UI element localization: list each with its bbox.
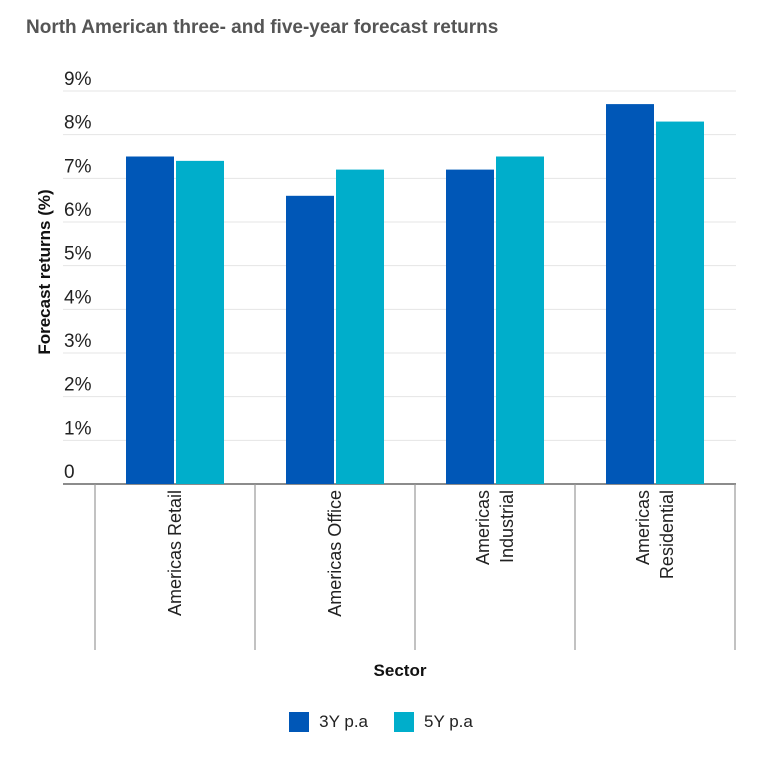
y-tick-label: 7% xyxy=(64,156,92,177)
x-tick-label-line: Americas xyxy=(473,490,493,565)
legend-label-5y: 5Y p.a xyxy=(424,712,473,731)
y-tick-label: 0 xyxy=(64,462,75,483)
x-tick-label-line: Americas xyxy=(633,490,653,565)
y-tick-label: 1% xyxy=(64,418,92,439)
chart-title: North American three- and five-year fore… xyxy=(26,17,499,38)
legend-swatch-5y xyxy=(394,712,414,732)
x-tick-label-line: Residential xyxy=(657,490,677,579)
legend-swatch-3y xyxy=(289,712,310,732)
x-axis-title: Sector xyxy=(374,661,427,680)
legend-item-5y: 5Y p.a xyxy=(394,712,473,732)
y-tick-label: 5% xyxy=(64,244,92,265)
bar-3y xyxy=(446,169,494,484)
x-tick-label: Americas Office xyxy=(325,490,345,617)
bar-5y xyxy=(656,121,704,485)
bar-chart: 0 1% 2% 3% 4% 5% 6% 7% 8% 9% Americas Retail Americ… xyxy=(35,69,736,680)
legend-item-3y: 3Y p.a xyxy=(289,712,368,732)
x-tick-label-line: Americas Office xyxy=(325,490,345,617)
y-tick-label: 4% xyxy=(64,287,92,308)
y-tick-label: 6% xyxy=(64,200,92,221)
bar-5y xyxy=(336,169,384,484)
x-tick-label: Americas Residential xyxy=(633,490,677,579)
bar-3y xyxy=(126,156,174,484)
bar-3y xyxy=(606,104,654,484)
y-tick-label: 9% xyxy=(64,69,92,90)
bar-5y xyxy=(176,160,224,484)
legend: 3Y p.a 5Y p.a xyxy=(0,712,762,732)
x-tick-label: Americas Industrial xyxy=(473,490,517,565)
y-tick-label: 8% xyxy=(64,113,92,134)
bar-3y xyxy=(286,195,334,485)
x-tick-label-line: Industrial xyxy=(497,490,517,563)
y-tick-label: 2% xyxy=(64,375,92,396)
bar-5y xyxy=(496,156,544,484)
y-axis-title: Forecast returns (%) xyxy=(35,189,54,354)
x-tick-label-line: Americas Retail xyxy=(165,490,185,616)
y-tick-label: 3% xyxy=(64,331,92,352)
legend-label-3y: 3Y p.a xyxy=(319,712,368,731)
x-tick-label: Americas Retail xyxy=(165,490,185,616)
